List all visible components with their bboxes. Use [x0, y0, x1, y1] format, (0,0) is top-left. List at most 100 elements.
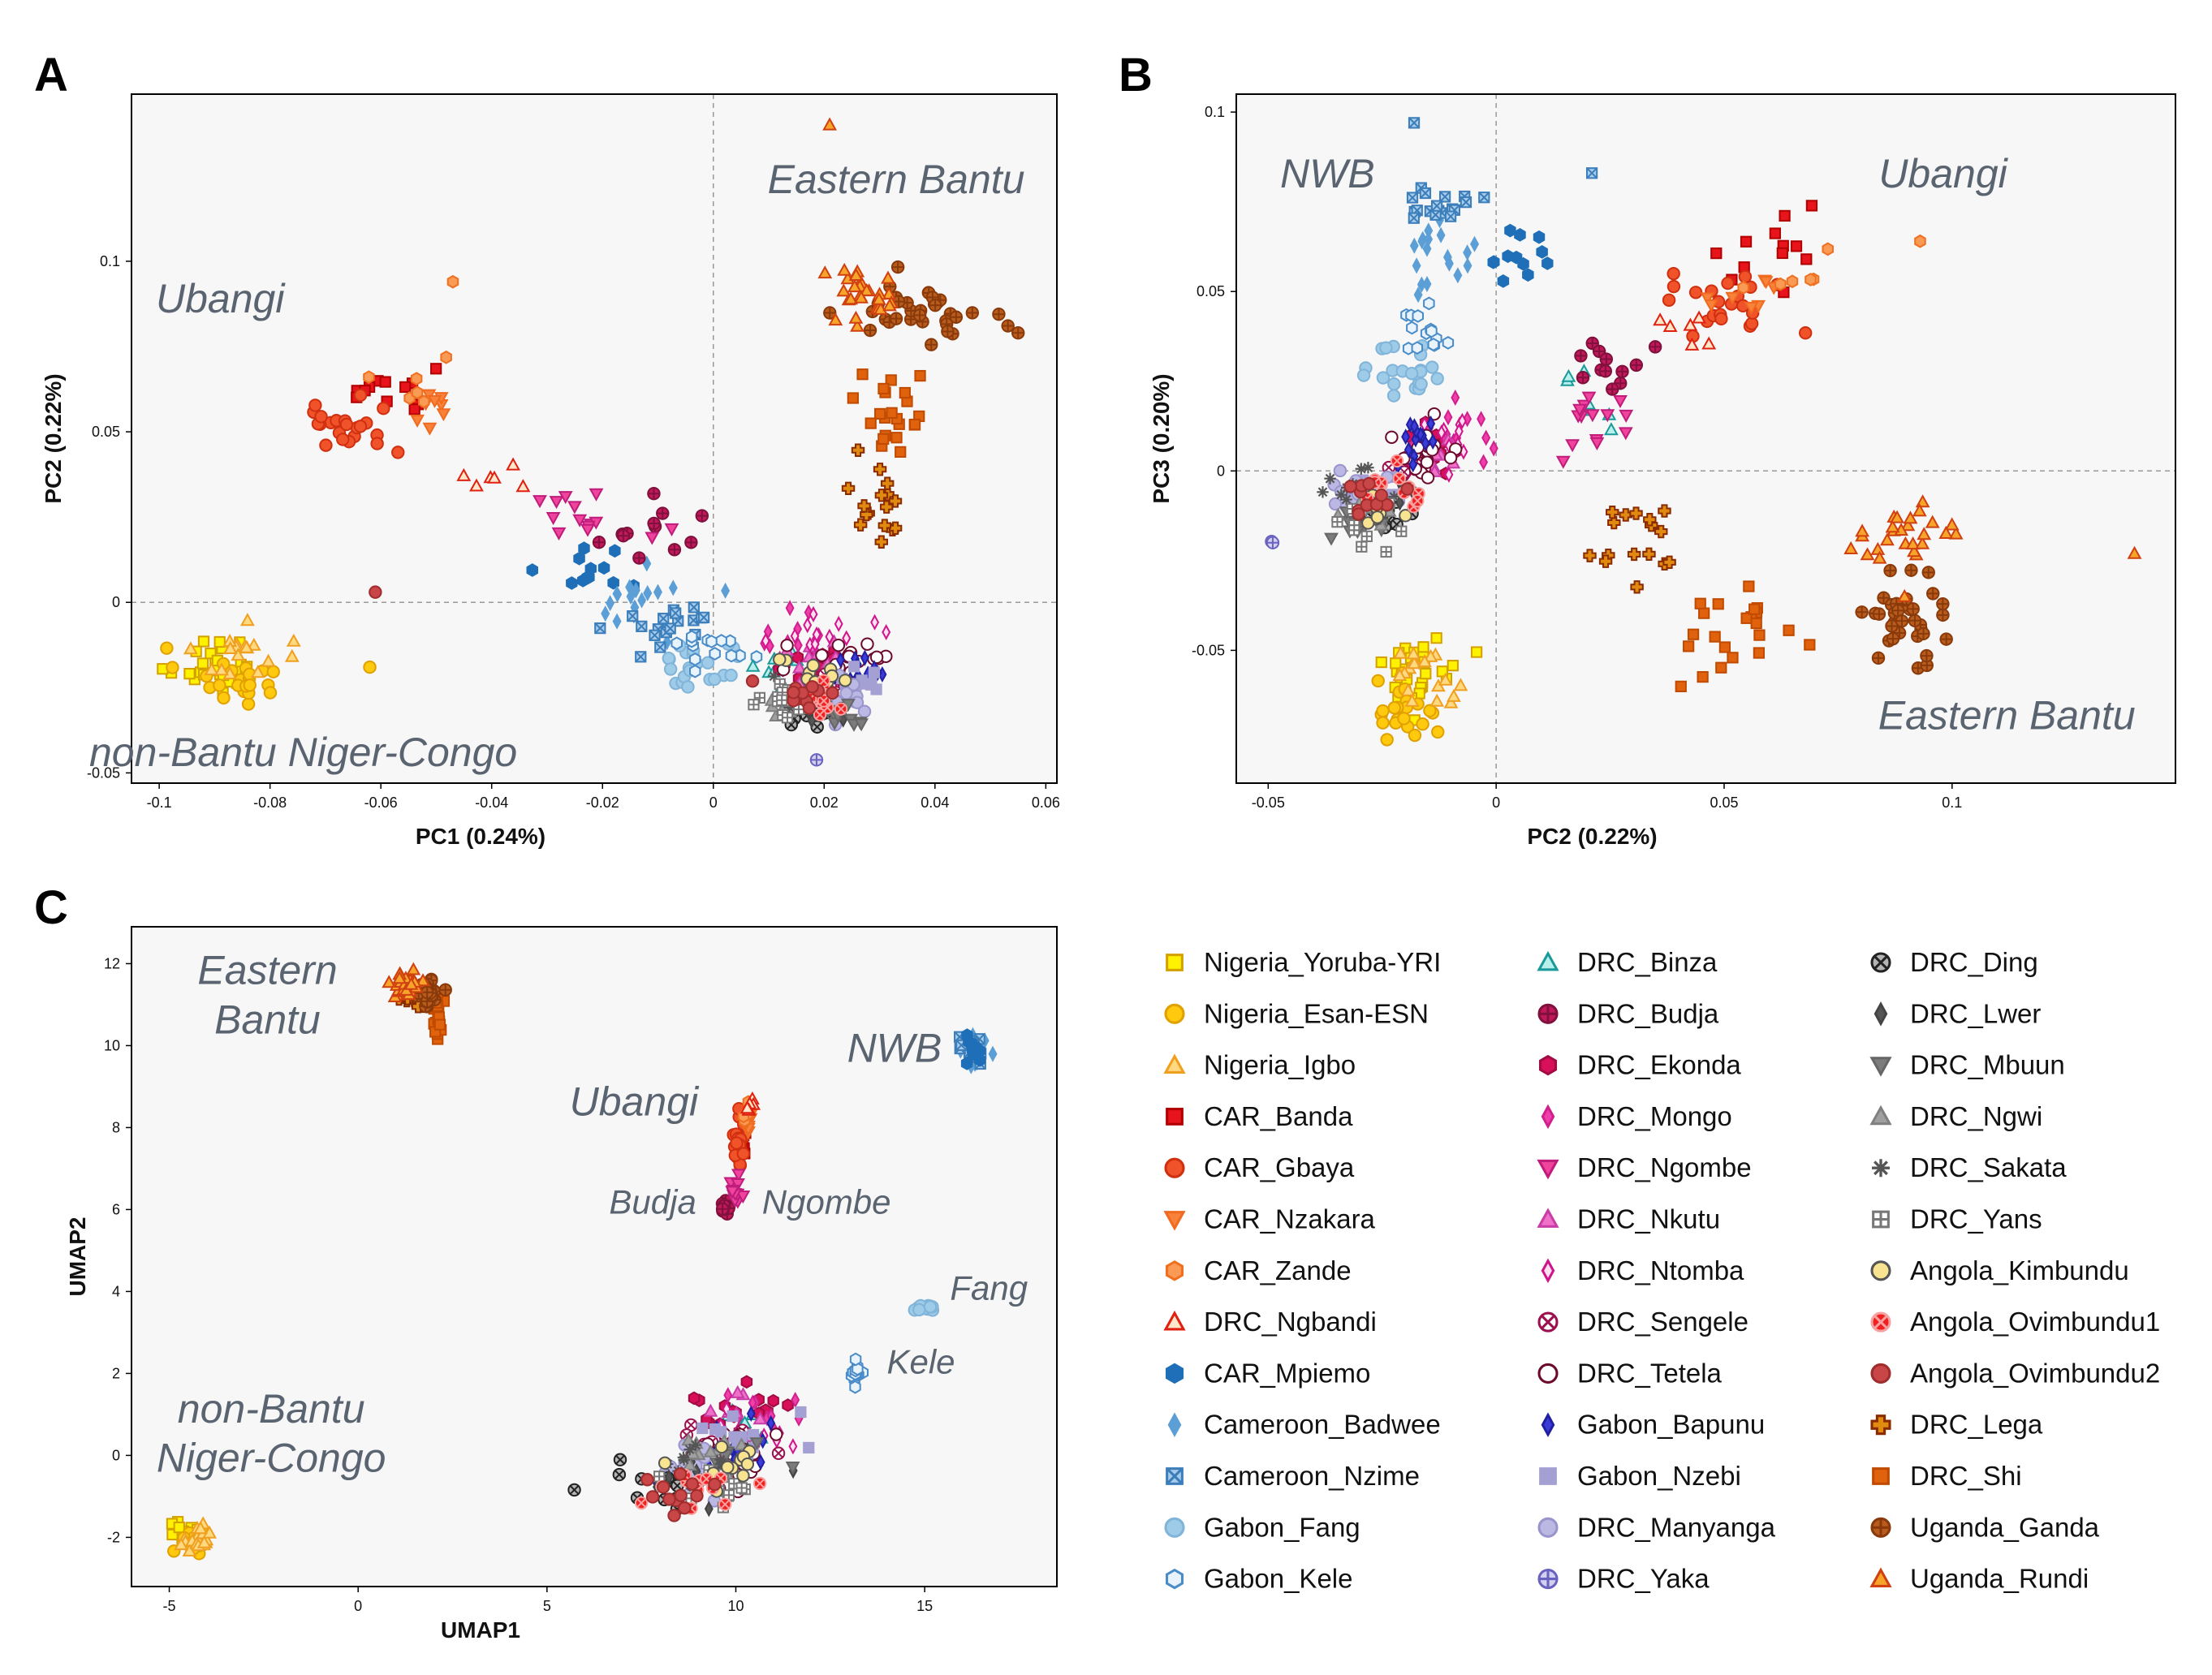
point-car-banda: [1790, 240, 1803, 252]
legend-item-drc-yans: DRC_Yans: [1872, 1204, 2042, 1234]
point-uganda-rundi: [1855, 523, 1870, 537]
point-nigeria-igbo: [261, 653, 276, 667]
point-uganda-ganda: [1895, 614, 1909, 628]
legend-item-uganda-rundi: Uganda_Rundi: [1869, 1564, 2089, 1594]
point-uganda-rundi: [871, 291, 886, 305]
point-nigeria-esan-esn: [1371, 674, 1385, 688]
point-drc-shi: [886, 407, 898, 419]
legend-item-drc-ding: DRC_Ding: [1870, 947, 2038, 977]
point-drc-shi: [1783, 624, 1795, 636]
point-uganda-rundi: [1912, 503, 1927, 517]
point-angola-ovimbundu2: [1374, 489, 1388, 502]
point-cameroon-badwee: [1470, 235, 1480, 252]
point-drc-budja: [616, 529, 631, 543]
point-drc-ngombe: [1618, 427, 1633, 441]
cluster-label-nwb: NWB: [1280, 151, 1375, 196]
point-drc-budja: [647, 516, 661, 531]
point-drc-ngwi: [682, 1458, 697, 1471]
legend-marker: [1165, 1363, 1184, 1384]
point-drc-lega: [879, 500, 894, 514]
point-uganda-rundi: [873, 301, 888, 315]
point-gabon-bapunu: [860, 649, 869, 666]
point-uganda-rundi: [1938, 525, 1954, 540]
point-drc-lega: [1583, 549, 1597, 562]
point-uganda-rundi: [382, 975, 397, 988]
cluster-label-budja: Budja: [609, 1182, 696, 1221]
point-gabon-bapunu: [1426, 416, 1436, 432]
point-drc-shi: [1718, 641, 1731, 653]
point-uganda-rundi: [1907, 544, 1921, 558]
point-drc-shi: [1743, 580, 1755, 592]
point-drc-ngbandi: [1692, 310, 1707, 324]
point-drc-yans: [1380, 545, 1392, 558]
legend-marker: [1541, 1412, 1555, 1438]
point-drc-mongo: [1477, 411, 1486, 428]
point-nigeria-yoruba-yri: [1417, 641, 1429, 653]
point-drc-shi: [433, 1018, 446, 1031]
point-car-mpiemo: [1487, 255, 1500, 269]
point-drc-budja: [715, 1202, 730, 1216]
point-nigeria-esan-esn: [213, 678, 226, 692]
legend-item-drc-ngombe: DRC_Ngombe: [1537, 1152, 1752, 1182]
point-drc-sakata: [677, 1451, 690, 1464]
point-drc-lega: [873, 463, 887, 476]
legend-item-angola-ovimbundu2: Angola_Ovimbundu2: [1870, 1358, 2160, 1388]
point-drc-shi: [1683, 640, 1695, 652]
legend-label: Angola_Ovimbundu2: [1910, 1358, 2160, 1388]
point-drc-sakata: [1335, 489, 1347, 501]
point-cameroon-nzime: [627, 610, 639, 622]
point-drc-ntomba: [790, 627, 800, 644]
point-car-nzakara: [436, 408, 451, 422]
point-cameroon-badwee: [637, 592, 647, 609]
point-drc-tetela: [780, 639, 794, 652]
point-drc-budja: [667, 543, 682, 557]
legend-label: Nigeria_Igbo: [1204, 1050, 1356, 1080]
legend-label: DRC_Ntomba: [1577, 1255, 1744, 1285]
point-drc-ntomba: [761, 632, 770, 649]
cluster-label-fang: Fang: [950, 1269, 1028, 1307]
x-tick-label: 0.02: [810, 794, 839, 811]
point-uganda-rundi: [1944, 517, 1960, 531]
legend-marker: [1164, 1517, 1185, 1538]
point-nigeria-igbo: [1393, 645, 1408, 659]
point-drc-ngbandi: [1683, 317, 1698, 331]
x-tick-label: 0: [1492, 794, 1500, 811]
point-drc-budja: [1629, 358, 1644, 372]
legend-marker: [1537, 1311, 1559, 1333]
legend-item-car-gbaya: CAR_Gbaya: [1164, 1152, 1355, 1182]
point-drc-manyanga: [857, 704, 872, 718]
point-drc-ding: [613, 1453, 627, 1466]
point-uganda-rundi: [1915, 536, 1930, 549]
point-cameroon-badwee: [721, 582, 731, 599]
y-tick-label: 6: [112, 1201, 120, 1217]
point-drc-ngombe: [1581, 391, 1597, 405]
legend: Nigeria_Yoruba-YRI Nigeria_Esan-ESN Nigeri…: [1163, 947, 2160, 1594]
point-drc-nkutu: [791, 660, 807, 674]
point-cameroon-nzime: [1460, 196, 1473, 209]
point-cameroon-badwee: [988, 1045, 998, 1062]
point-drc-ngombe: [572, 514, 588, 527]
point-angola-ovimbundu2: [708, 1477, 722, 1492]
legend-marker: [1874, 1001, 1888, 1027]
legend-marker: [1166, 1467, 1184, 1485]
point-drc-nkutu: [730, 1384, 745, 1398]
point-nigeria-igbo: [222, 640, 238, 655]
point-car-nzakara: [427, 394, 442, 408]
point-drc-shi: [1750, 617, 1762, 630]
point-drc-ntomba: [825, 628, 834, 645]
y-axis-title: PC2 (0.22%): [41, 373, 66, 503]
point-drc-ekonda: [688, 1391, 701, 1406]
y-tick-label: 0.05: [1197, 283, 1225, 299]
point-gabon-nzebi: [727, 1410, 739, 1423]
point-nigeria-igbo: [1406, 646, 1421, 660]
point-gabon-nzebi: [803, 1441, 815, 1454]
point-uganda-ganda: [1885, 619, 1899, 633]
legend-marker: [1869, 1057, 1892, 1077]
point-angola-ovimbundu2: [745, 674, 760, 688]
point-uganda-ganda: [949, 310, 964, 324]
point-gabon-fang: [663, 662, 678, 676]
point-nigeria-igbo: [1417, 654, 1432, 668]
point-angola-kimbundu: [1370, 510, 1385, 524]
y-tick-label: 12: [104, 955, 120, 971]
point-nigeria-igbo: [1392, 668, 1408, 682]
